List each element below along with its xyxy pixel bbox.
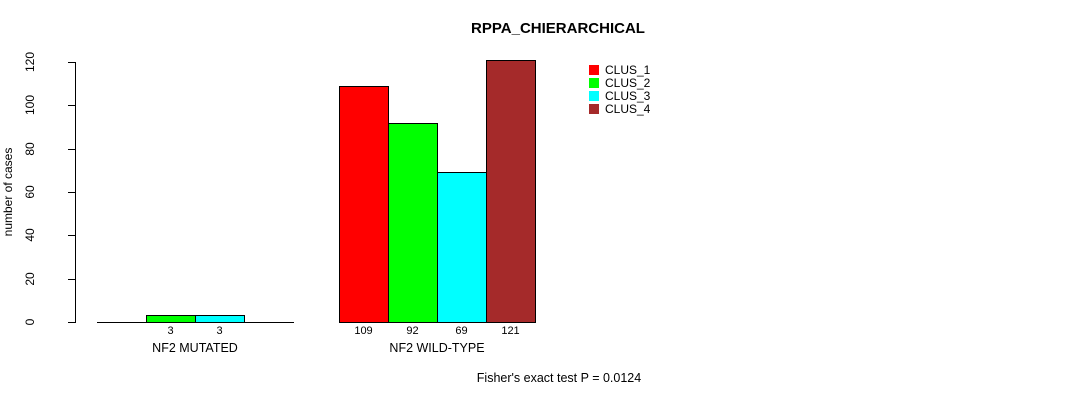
legend-swatch-clus_3 — [589, 90, 599, 101]
bar-clus_4-nf2-wild-type — [486, 60, 536, 323]
y-axis-tick-label: 100 — [23, 95, 37, 116]
y-axis-tick-label: 20 — [23, 271, 37, 286]
y-axis-tick-label: 80 — [23, 141, 37, 156]
y-axis-label: number of cases — [1, 147, 15, 237]
bar-clus_3-nf2-mutated — [195, 315, 245, 323]
x-category-label-nf2-mutated: NF2 MUTATED — [152, 341, 238, 355]
zero-bar-clus_1 — [97, 322, 147, 323]
y-axis-tick — [68, 62, 76, 63]
fisher-test-annotation: Fisher's exact test P = 0.0124 — [476, 371, 642, 385]
legend-item-clus_1: CLUS_1 — [589, 62, 651, 77]
bar-clus_3-nf2-wild-type — [437, 172, 487, 323]
y-axis-tick — [68, 278, 76, 280]
legend-label: CLUS_1 — [605, 62, 651, 77]
y-axis-tick-label: 60 — [23, 185, 37, 199]
y-axis-tick — [68, 148, 76, 150]
y-axis-tick — [68, 235, 76, 237]
chart-title: RPPA_CHIERARCHICAL — [471, 20, 645, 37]
y-axis-tick-label: 0 — [23, 318, 37, 326]
legend-label: CLUS_3 — [605, 88, 651, 103]
bar-value-label: 3 — [216, 325, 223, 337]
bar-value-label: 69 — [455, 325, 468, 337]
bar-value-label: 109 — [354, 325, 373, 337]
zero-bar-clus_4 — [244, 322, 294, 323]
legend: CLUS_1 CLUS_2 CLUS_3 CLUS_4 — [589, 62, 651, 116]
x-category-label-nf2-wild-type: NF2 WILD-TYPE — [389, 341, 485, 355]
legend-swatch-clus_1 — [589, 64, 599, 75]
bar-clus_2-nf2-mutated — [146, 315, 196, 323]
y-axis-tick — [68, 322, 76, 323]
legend-item-clus_3: CLUS_3 — [589, 88, 651, 103]
legend-swatch-clus_2 — [589, 77, 599, 88]
y-axis-tick-label: 40 — [23, 228, 37, 243]
legend-item-clus_4: CLUS_4 — [589, 101, 651, 116]
bar-clus_2-nf2-wild-type — [388, 123, 438, 323]
y-axis-tick — [68, 105, 76, 107]
legend-label: CLUS_4 — [605, 101, 651, 116]
bar-value-label: 92 — [406, 325, 419, 337]
bar-clus_1-nf2-wild-type — [339, 86, 389, 323]
legend-item-clus_2: CLUS_2 — [589, 75, 651, 90]
bar-value-label: 3 — [167, 325, 174, 337]
legend-label: CLUS_2 — [605, 75, 651, 90]
y-axis-tick — [68, 192, 76, 193]
y-axis-tick-label: 120 — [23, 51, 37, 73]
legend-swatch-clus_4 — [589, 103, 599, 114]
bar-value-label: 121 — [501, 325, 520, 337]
